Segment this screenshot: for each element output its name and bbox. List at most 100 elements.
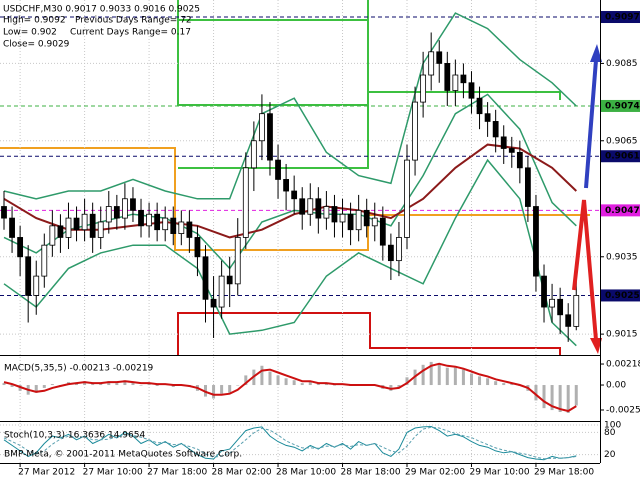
macd-bar <box>566 385 570 413</box>
blue-arrowhead <box>590 44 602 62</box>
candle-body <box>49 225 56 246</box>
level-box <box>601 204 640 217</box>
candle-body <box>444 63 451 91</box>
stoch-tick-label: 20 <box>604 450 616 460</box>
candle-body <box>299 198 306 215</box>
green-step <box>178 91 561 169</box>
macd-bar <box>494 381 498 386</box>
indicator-line <box>3 158 577 347</box>
y-tick-label: 0.9085 <box>606 59 638 69</box>
macd-bar <box>429 361 433 386</box>
macd-bar <box>10 385 14 387</box>
candle-body <box>105 206 112 223</box>
candle-body <box>291 190 298 200</box>
candle-body <box>97 221 104 238</box>
macd-bar <box>550 385 554 411</box>
copyright: BMP-Meta, © 2001-2011 MetaQuotes Softwar… <box>4 450 242 460</box>
stoch-signal <box>3 426 577 460</box>
red-arrow <box>572 199 598 341</box>
candle-body <box>202 256 209 300</box>
macd-bar <box>244 375 248 386</box>
macd-bar <box>236 385 240 386</box>
candle-body <box>331 206 338 223</box>
frames <box>0 0 601 464</box>
macd-bar <box>276 375 280 386</box>
y-tick-label: 0.9015 <box>606 330 638 340</box>
header-low: Low= 0.902 <box>3 28 57 38</box>
header-high: High= 0.9092 <box>3 16 66 26</box>
candle-body <box>283 179 290 192</box>
y-tick-label: 0.9035 <box>606 252 638 262</box>
candle-body <box>452 74 459 91</box>
candle-body <box>396 237 402 262</box>
candle-body <box>387 244 394 262</box>
candle-body <box>492 121 499 138</box>
blue-arrow <box>584 59 598 189</box>
macd-bar <box>123 380 127 386</box>
candle-body <box>533 206 539 277</box>
macd-signal <box>3 362 577 413</box>
candle-body <box>9 217 15 238</box>
candle-body <box>154 213 161 231</box>
candle-body <box>218 275 225 308</box>
macd-bar <box>397 385 401 387</box>
macd-bar <box>574 385 578 406</box>
macd-bar <box>284 378 288 386</box>
candle-body <box>122 198 128 219</box>
x-tick-label: 28 Mar 10:00 <box>276 468 336 478</box>
candle-body <box>355 209 362 231</box>
macd-label: MACD(5,35,5) -0.00213 -0.00219 <box>4 364 154 374</box>
x-tick-label: 28 Mar 02:00 <box>212 468 272 478</box>
candle-body <box>41 244 48 277</box>
candle-body <box>379 217 386 246</box>
x-tick-label: 27 Mar 2012 <box>18 468 75 478</box>
level-box <box>601 11 640 24</box>
stoch-tick-label: 100 <box>604 421 621 431</box>
candle-body <box>508 148 515 153</box>
indicator-line <box>3 12 577 200</box>
header-close: Close= 0.9029 <box>3 40 70 50</box>
x-tick-label: 29 Mar 18:00 <box>534 468 594 478</box>
candle-body <box>363 209 370 227</box>
candle-body <box>484 113 491 122</box>
macd-bar <box>91 384 95 386</box>
level-label: 0.9025 <box>605 291 640 301</box>
candle-body <box>73 217 80 231</box>
macd-tick-label: -0.00259 <box>606 405 640 415</box>
level-box <box>601 99 640 112</box>
macd-bar <box>34 385 38 393</box>
stoch-tick-label: 80 <box>604 428 616 438</box>
level-label: 0.9047 <box>605 206 640 216</box>
macd-bar <box>300 383 304 386</box>
macd-bar <box>212 385 216 399</box>
candle-body <box>468 82 475 99</box>
macd-bar <box>316 384 320 386</box>
red-step <box>177 312 561 355</box>
macd-bar <box>2 383 6 386</box>
candle-body <box>226 275 233 285</box>
x-tick-label: 29 Mar 10:00 <box>469 468 529 478</box>
macd-bar <box>292 380 296 386</box>
macd-bar <box>115 383 119 386</box>
candle-body <box>25 256 32 296</box>
macd-bar <box>405 377 409 386</box>
stoch-label: Stoch(10,3,3) 16.3636 14.9654 <box>4 431 145 441</box>
macd-tick-label: 0.00218 <box>606 360 640 370</box>
macd-bar <box>469 373 473 386</box>
candle-body <box>259 113 265 142</box>
candle-body <box>17 237 24 258</box>
candle-body <box>113 206 120 219</box>
macd-bar <box>437 363 441 386</box>
level-label: 0.9061 <box>605 152 640 162</box>
level-box <box>601 150 640 163</box>
macd-bar <box>139 385 143 386</box>
candle-body <box>541 275 547 308</box>
macd-bar <box>542 385 546 409</box>
candle-body <box>420 74 427 103</box>
candle-body <box>210 298 217 308</box>
candle-body <box>170 217 177 234</box>
candle-body <box>162 217 169 231</box>
y-tick-label: 0.9065 <box>606 136 638 146</box>
